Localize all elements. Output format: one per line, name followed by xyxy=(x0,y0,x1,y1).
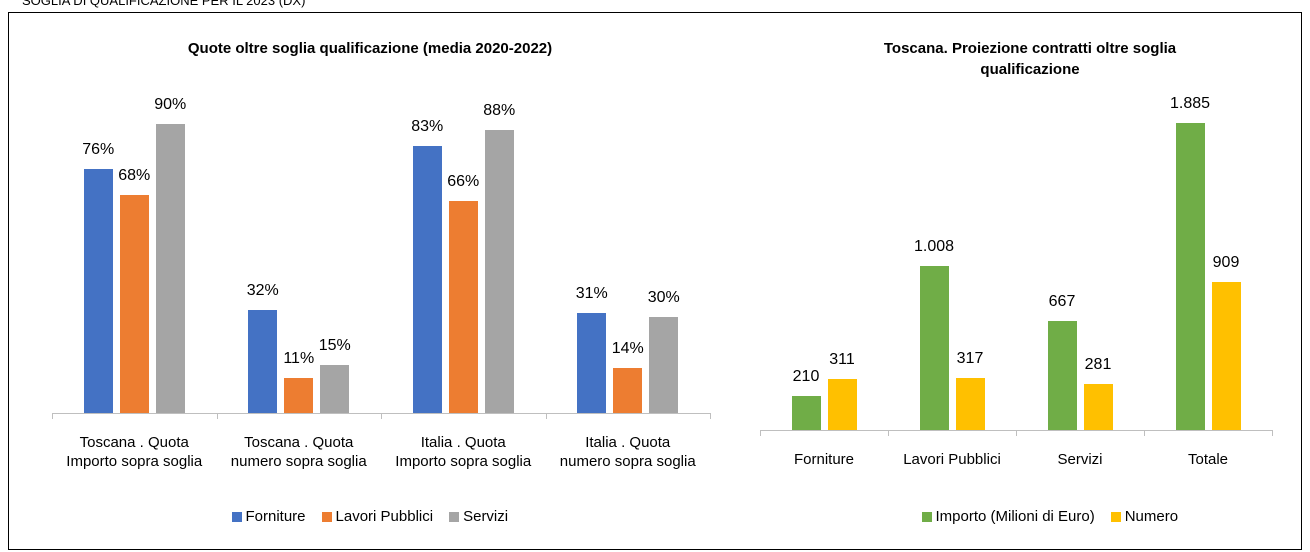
legend: Importo (Milioni di Euro) Numero xyxy=(921,508,1179,525)
bar xyxy=(484,130,514,413)
bar xyxy=(791,395,821,430)
data-label: 667 xyxy=(1048,293,1076,311)
data-label: 311 xyxy=(829,351,855,369)
legend-swatch xyxy=(231,511,242,522)
x-axis-tick xyxy=(216,413,218,419)
legend-swatch xyxy=(321,511,332,522)
data-label: 14% xyxy=(611,340,644,358)
legend-swatch xyxy=(921,511,932,522)
data-label: 88% xyxy=(483,102,516,120)
bar xyxy=(1047,321,1077,430)
bar xyxy=(448,201,478,413)
x-axis-tick xyxy=(1016,430,1017,436)
frame xyxy=(8,12,1302,550)
chart-title: Toscana. Proiezione contratti oltre sogl… xyxy=(883,40,1177,78)
data-label: 909 xyxy=(1212,253,1240,271)
x-axis-tick xyxy=(1272,430,1273,436)
x-tick-label: Servizi xyxy=(1057,451,1103,468)
bar xyxy=(284,377,314,413)
data-label: 76% xyxy=(82,140,115,158)
x-tick-label: Toscana . Quota Importo sopra soglia xyxy=(66,434,203,470)
data-label: 1.885 xyxy=(1169,95,1211,112)
x-axis-tick xyxy=(52,413,53,419)
x-axis-tick xyxy=(888,430,889,436)
data-label: 210 xyxy=(792,367,820,385)
bar xyxy=(1175,123,1205,430)
bar xyxy=(827,379,857,430)
chart-title: Quote oltre soglia qualificazione (media… xyxy=(187,40,553,57)
bar xyxy=(155,124,185,413)
header: SOGLIA DI QUALIFICAZIONE PER IL 2023 (DX… xyxy=(22,0,306,8)
bar xyxy=(1083,384,1113,430)
legend-label: Forniture xyxy=(245,508,306,525)
bar xyxy=(248,310,278,413)
x-tick-label: Italia . Quota numero sopra soglia xyxy=(559,434,696,470)
legend-swatch xyxy=(1110,511,1121,522)
data-label: 317 xyxy=(956,350,984,368)
x-tick-label: Forniture xyxy=(793,451,855,468)
bar xyxy=(320,364,350,413)
data-label: 32% xyxy=(246,282,279,300)
data-label: 31% xyxy=(575,285,608,303)
legend-label: Numero xyxy=(1124,508,1179,525)
x-axis-tick xyxy=(710,413,711,419)
data-label: 66% xyxy=(447,173,480,191)
data-label: 90% xyxy=(154,96,187,113)
bar xyxy=(919,265,949,430)
data-label: 83% xyxy=(411,118,444,136)
data-label: 30% xyxy=(647,288,680,306)
legend-label: Servizi xyxy=(463,508,509,525)
bar xyxy=(119,194,149,413)
data-label: 1.008 xyxy=(913,237,955,255)
legend: Forniture Lavori Pubblici Servizi xyxy=(231,508,509,525)
x-tick-label: Totale xyxy=(1187,451,1229,468)
data-label: 15% xyxy=(318,336,351,354)
x-axis-tick xyxy=(1144,430,1145,436)
x-axis-tick xyxy=(545,413,547,419)
bar xyxy=(577,313,607,413)
data-label: 68% xyxy=(118,166,151,184)
x-axis-tick xyxy=(381,413,382,419)
legend-label: Lavori Pubblici xyxy=(335,508,434,525)
bar xyxy=(412,146,442,413)
x-axis-tick xyxy=(760,430,761,436)
bar xyxy=(83,168,113,413)
x-tick-label: Lavori Pubblici xyxy=(903,451,1001,468)
legend-swatch xyxy=(449,511,460,522)
bar xyxy=(649,316,679,413)
data-label: 11% xyxy=(283,349,315,367)
data-label: 281 xyxy=(1084,356,1112,374)
bar xyxy=(955,378,985,430)
x-tick-label: Toscana . Quota numero sopra soglia xyxy=(230,434,367,470)
bar xyxy=(1211,281,1241,430)
x-tick-label: Italia . Quota Importo sopra soglia xyxy=(395,434,532,470)
legend-label: Importo (Milioni di Euro) xyxy=(935,508,1095,525)
bar xyxy=(613,368,643,413)
